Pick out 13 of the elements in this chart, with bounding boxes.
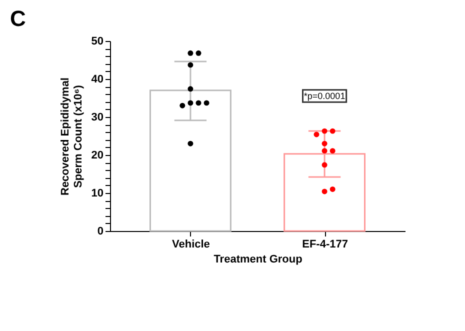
chart-title: C [10,6,26,31]
x-axis-title: Treatment Group [214,254,303,266]
y-tick-label: 0 [97,226,104,238]
y-tick-label: 20 [91,150,104,162]
y-tick-label: 40 [91,74,104,86]
text: Sperm Count (x10⁶) [72,85,84,188]
text: Recovered Epididymal [59,78,72,196]
x-tick-label: EF-4-177 [302,238,348,250]
annotation: *p=0.0001 [304,91,346,101]
y-tick-label: 10 [91,188,104,200]
x-tick-label: Vehicle [172,238,210,250]
y-tick-label: 50 [91,36,104,48]
y-tick-label: 30 [91,112,104,124]
